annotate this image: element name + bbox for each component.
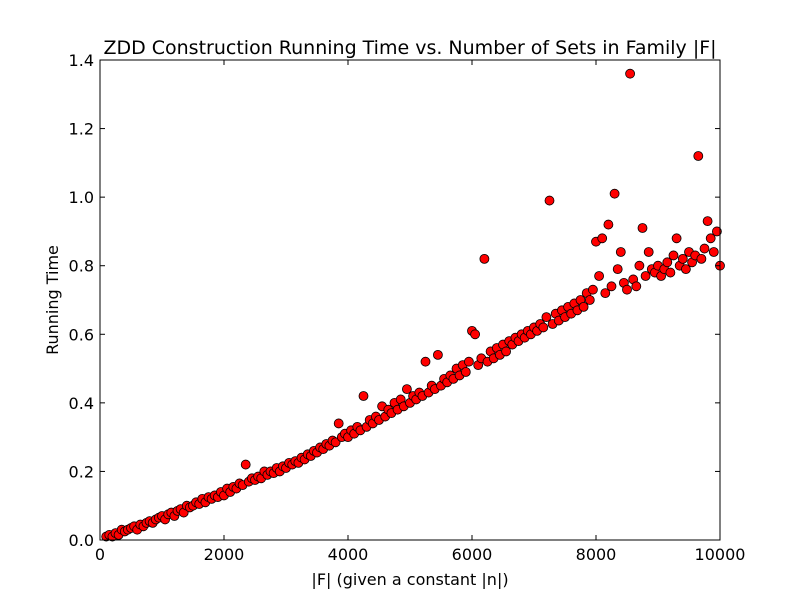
data-point xyxy=(662,257,673,268)
data-point xyxy=(622,284,632,295)
data-point xyxy=(615,247,626,257)
data-point xyxy=(699,243,710,254)
data-point xyxy=(588,284,598,295)
data-point xyxy=(708,247,719,257)
data-point xyxy=(668,250,679,261)
data-point xyxy=(600,288,611,299)
scatter-points xyxy=(101,68,725,542)
data-point xyxy=(712,226,722,237)
data-point xyxy=(463,356,474,367)
x-tick-label: 6000 xyxy=(452,545,493,564)
data-point xyxy=(637,223,648,233)
x-tick-label: 0 xyxy=(95,545,105,564)
data-point xyxy=(681,264,691,275)
x-tick-label: 10000 xyxy=(695,545,746,564)
data-point xyxy=(541,312,552,323)
data-point xyxy=(594,271,604,281)
y-tick-label: 1.4 xyxy=(69,51,94,70)
data-point xyxy=(460,367,471,377)
data-point xyxy=(470,329,481,340)
data-point xyxy=(625,68,635,79)
data-point xyxy=(643,247,654,257)
data-point xyxy=(597,233,608,244)
data-point xyxy=(640,271,651,281)
data-point xyxy=(606,281,617,292)
data-point xyxy=(631,281,642,292)
data-point xyxy=(603,219,614,230)
x-axis-label: |F| (given a constant |n|) xyxy=(311,570,508,589)
data-point xyxy=(677,253,688,264)
data-point xyxy=(671,233,682,244)
y-axis-label: Running Time xyxy=(43,245,62,355)
y-tick-label: 0.6 xyxy=(69,325,94,344)
y-tick-label: 1.0 xyxy=(69,188,94,207)
data-point xyxy=(240,459,251,470)
data-point xyxy=(634,260,645,271)
x-tick-label: 8000 xyxy=(576,545,617,564)
data-point xyxy=(501,346,512,357)
data-point xyxy=(479,253,490,264)
data-point xyxy=(538,322,549,333)
data-point xyxy=(358,391,369,401)
data-point xyxy=(584,295,595,305)
y-tick-label: 1.2 xyxy=(69,120,94,139)
plot-frame xyxy=(99,59,721,541)
data-point xyxy=(609,188,620,199)
data-point xyxy=(432,349,443,360)
data-point xyxy=(665,267,676,278)
y-axis: 0.0 0.2 0.4 0.6 0.8 1.0 1.2 1.4 xyxy=(69,51,720,550)
y-tick-label: 0.4 xyxy=(69,394,94,413)
x-tick-label: 2000 xyxy=(204,545,245,564)
data-point xyxy=(544,195,555,206)
chart-title: ZDD Construction Running Time vs. Number… xyxy=(103,37,716,59)
data-point xyxy=(420,356,431,367)
y-tick-label: 0.8 xyxy=(69,257,94,276)
y-tick-label: 0.0 xyxy=(69,531,94,550)
x-tick-label: 4000 xyxy=(328,545,369,564)
y-tick-label: 0.2 xyxy=(69,462,94,481)
data-point xyxy=(702,216,713,227)
data-point xyxy=(333,418,344,429)
data-point xyxy=(696,253,707,264)
data-point xyxy=(401,384,412,395)
data-point xyxy=(578,301,589,312)
x-axis: 0 2000 4000 6000 8000 10000 xyxy=(95,60,746,564)
data-point xyxy=(330,437,341,448)
data-point xyxy=(693,151,704,161)
data-point xyxy=(612,264,623,275)
data-point xyxy=(705,233,716,244)
